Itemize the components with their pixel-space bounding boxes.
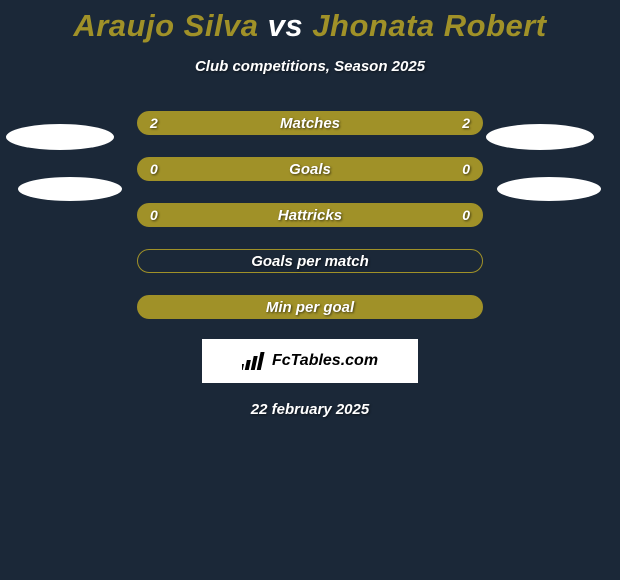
stat-value-right: 0 (462, 207, 470, 223)
stat-bar: 0 Goals 0 (137, 157, 483, 181)
stat-value-left: 0 (150, 161, 158, 177)
stat-label: Min per goal (266, 299, 354, 316)
stat-bar: 0 Hattricks 0 (137, 203, 483, 227)
player1-indicator-ellipse (6, 124, 114, 150)
stat-value-right: 0 (462, 161, 470, 177)
stat-value-left: 2 (150, 115, 158, 131)
stat-value-left: 0 (150, 207, 158, 223)
player2-name: Jhonata Robert (312, 8, 546, 43)
stat-label: Hattricks (278, 207, 342, 224)
page-title: Araujo Silva vs Jhonata Robert (0, 8, 620, 44)
stat-value-right: 2 (462, 115, 470, 131)
stat-label: Goals per match (251, 253, 369, 270)
player2-indicator-ellipse (497, 177, 601, 201)
vs-text: vs (268, 8, 303, 43)
date-text: 22 february 2025 (0, 401, 620, 418)
player2-indicator-ellipse (486, 124, 594, 150)
logo-text: FcTables.com (272, 352, 378, 370)
stat-bar: Min per goal (137, 295, 483, 319)
stat-bar: 2 Matches 2 (137, 111, 483, 135)
stat-row: Goals per match (0, 249, 620, 273)
bars-icon (242, 350, 268, 372)
subtitle: Club competitions, Season 2025 (0, 58, 620, 75)
stat-label: Matches (280, 115, 340, 132)
logo-box: FcTables.com (202, 339, 418, 383)
stat-row: 0 Hattricks 0 (0, 203, 620, 227)
comparison-widget: Araujo Silva vs Jhonata Robert Club comp… (0, 0, 620, 418)
stat-label: Goals (289, 161, 331, 178)
stat-bar: Goals per match (137, 249, 483, 273)
player1-name: Araujo Silva (73, 8, 258, 43)
stat-row: Min per goal (0, 295, 620, 319)
player1-indicator-ellipse (18, 177, 122, 201)
